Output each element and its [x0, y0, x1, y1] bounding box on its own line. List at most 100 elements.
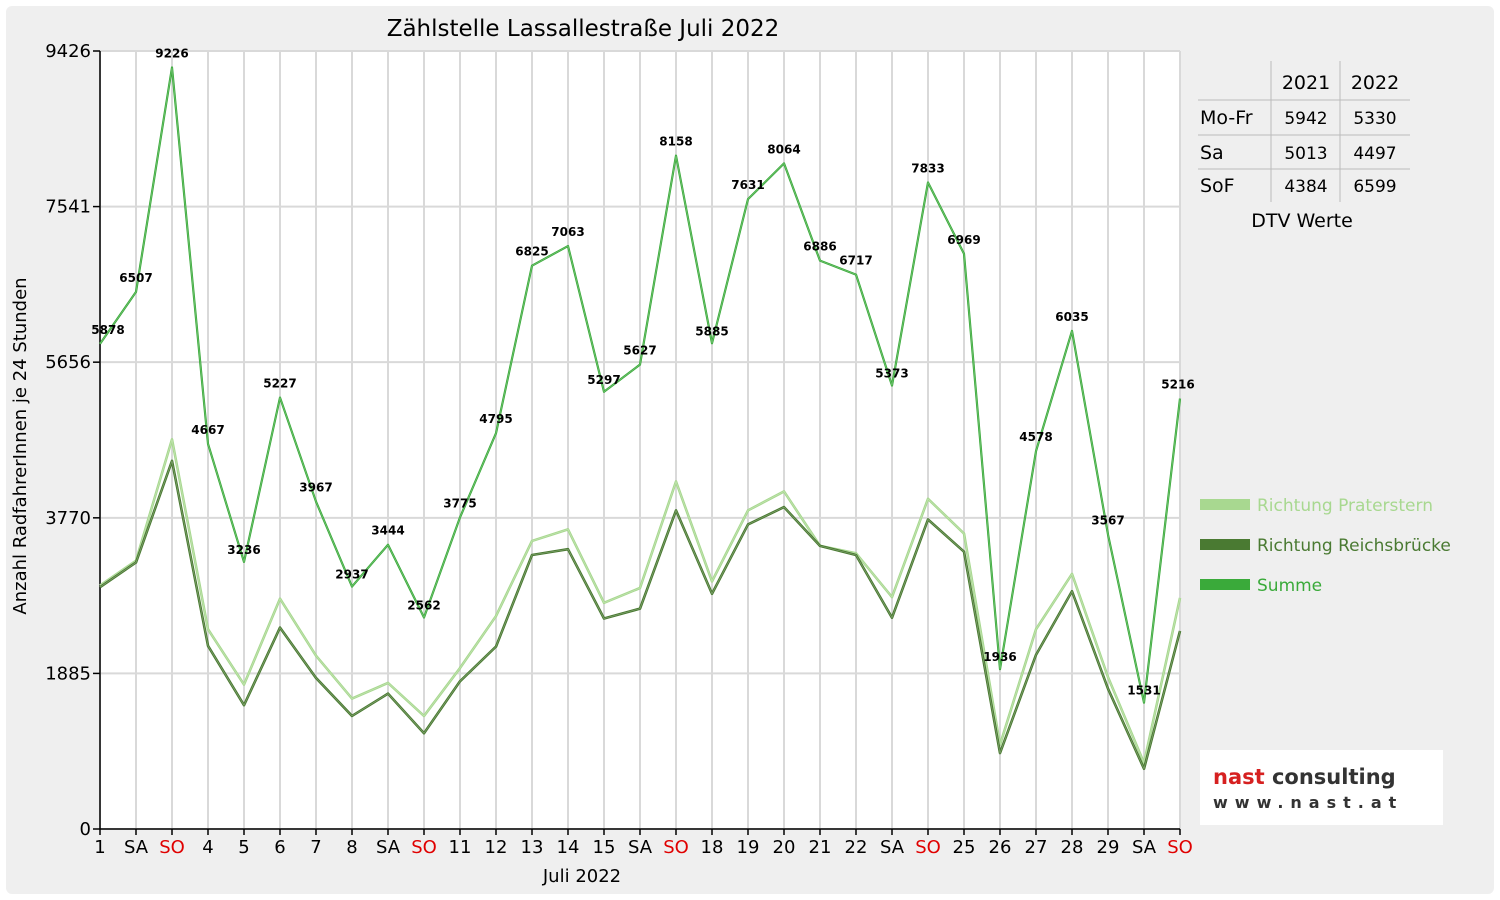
series-lines — [99, 66, 1182, 771]
x-axis-ticks: 1 SA SO 4 5 6 7 8 SA SO 11 12 13 14 15 SA SO 18 19 20 21 22 SA… — [94, 829, 1193, 858]
x-tick-label: 4 — [202, 837, 213, 858]
data-label: 6507 — [119, 271, 152, 285]
series-line-1 — [99, 459, 1182, 771]
x-tick-label-sunday: SO — [159, 837, 185, 858]
grid-lines — [99, 50, 1181, 830]
series-line-highlight — [99, 459, 1181, 770]
x-tick-label: 12 — [485, 837, 508, 858]
legend: Richtung Praterstern Richtung Reichsbrück… — [1200, 496, 1451, 596]
x-tick-label: 18 — [701, 837, 724, 858]
data-label: 4578 — [1019, 430, 1052, 444]
data-label: 3567 — [1091, 514, 1124, 528]
data-label: 2562 — [407, 599, 440, 613]
data-label: 4795 — [479, 412, 512, 426]
dtv-cell: 5942 — [1284, 109, 1327, 129]
dtv-caption: DTV Werte — [1251, 210, 1353, 232]
legend-label: Summe — [1257, 576, 1322, 596]
line-chart: Zählstelle Lassallestraße Juli 2022 0188… — [10, 16, 1451, 887]
data-label: 8064 — [767, 142, 800, 156]
nast-consulting-logo: nast consulting www.nast.at — [1200, 750, 1443, 825]
x-tick-label: 7 — [310, 837, 321, 858]
legend-label: Richtung Praterstern — [1257, 496, 1433, 516]
x-tick-label-sunday: SO — [411, 837, 437, 858]
data-label: 3444 — [371, 524, 404, 538]
x-tick-label: 6 — [274, 837, 285, 858]
data-label: 7063 — [551, 225, 584, 239]
dtv-col-2021: 2021 — [1282, 72, 1330, 94]
x-tick-label: 21 — [809, 837, 832, 858]
data-label: 5216 — [1161, 377, 1194, 391]
x-tick-label: 26 — [989, 837, 1012, 858]
y-tick-label: 7541 — [45, 197, 91, 218]
x-tick-label-sunday: SO — [663, 837, 689, 858]
data-label: 6717 — [839, 254, 872, 268]
data-label: 5297 — [587, 373, 620, 387]
chart-frame: Zählstelle Lassallestraße Juli 2022 0 188… — [6, 6, 1494, 894]
data-label: 5227 — [263, 377, 296, 391]
data-label: 4667 — [191, 423, 224, 437]
series-line-highlight — [99, 67, 1181, 703]
dtv-cell: 6599 — [1353, 177, 1396, 197]
x-tick-label: 13 — [521, 837, 544, 858]
dtv-cell: 5013 — [1284, 144, 1327, 164]
x-tick-label-sunday: SO — [915, 837, 941, 858]
legend-swatch — [1200, 499, 1250, 510]
legend-label: Richtung Reichsbrücke — [1257, 536, 1451, 556]
x-tick-label: 5 — [238, 837, 249, 858]
x-tick-label: 19 — [737, 837, 760, 858]
data-label: 1936 — [983, 650, 1016, 664]
data-label: 3967 — [299, 481, 332, 495]
data-label: 7833 — [911, 161, 944, 175]
data-label: 6825 — [515, 245, 548, 259]
series-line-highlight — [99, 439, 1181, 764]
dtv-row-label: Sa — [1200, 142, 1224, 164]
x-tick-label: 27 — [1025, 837, 1048, 858]
y-tick-label: 3770 — [45, 508, 91, 529]
dtv-row-label: Mo-Fr — [1200, 107, 1253, 129]
data-label: 1531 — [1127, 684, 1160, 698]
logo-wordmark: nast consulting — [1213, 765, 1396, 789]
x-tick-label: SA — [1132, 837, 1157, 858]
data-label: 3236 — [227, 543, 260, 557]
x-tick-label: 28 — [1061, 837, 1084, 858]
dtv-cell: 5330 — [1353, 109, 1396, 129]
series-line-0 — [99, 438, 1182, 765]
dtv-cell: 4384 — [1284, 177, 1327, 197]
x-tick-label: 11 — [449, 837, 472, 858]
y-tick-label: 5656 — [45, 352, 91, 373]
chart-title: Zählstelle Lassallestraße Juli 2022 — [387, 16, 780, 42]
data-label: 3775 — [443, 496, 476, 510]
x-tick-label: SA — [880, 837, 905, 858]
x-tick-label: SA — [376, 837, 401, 858]
data-label: 6886 — [803, 240, 836, 254]
x-tick-label-sunday: SO — [1167, 837, 1193, 858]
x-tick-label: 15 — [593, 837, 616, 858]
data-label: 7631 — [731, 178, 764, 192]
data-label: 8158 — [659, 135, 692, 149]
y-tick-label: 9426 — [45, 41, 91, 62]
x-tick-label: 8 — [346, 837, 357, 858]
dtv-table: 2021 2022 Mo-Fr 5942 5330 Sa 5013 4497 S… — [1198, 61, 1410, 232]
legend-swatch — [1200, 539, 1250, 550]
data-label: 5885 — [695, 324, 728, 338]
x-tick-label: 20 — [773, 837, 796, 858]
data-label: 6035 — [1055, 310, 1088, 324]
series-line-2 — [99, 66, 1182, 704]
x-tick-label: 25 — [953, 837, 976, 858]
x-tick-label: SA — [124, 837, 149, 858]
data-label: 2937 — [335, 568, 368, 582]
y-tick-label: 0 — [80, 819, 91, 840]
data-label: 9226 — [155, 47, 188, 61]
x-tick-label: 1 — [94, 837, 105, 858]
data-labels: 5878 6507 9226 4667 3236 5227 3967 2937 3444 2562… — [91, 47, 1194, 698]
x-tick-label: 14 — [557, 837, 580, 858]
y-axis-ticks: 0 1885 3770 5656 7541 9426 — [45, 41, 100, 840]
x-tick-label: 29 — [1097, 837, 1120, 858]
data-label: 5373 — [875, 367, 908, 381]
dtv-col-2022: 2022 — [1351, 72, 1399, 94]
x-axis-label: Juli 2022 — [542, 866, 621, 887]
dtv-row-label: SoF — [1200, 175, 1235, 197]
dtv-cell: 4497 — [1353, 144, 1396, 164]
x-tick-label: SA — [628, 837, 653, 858]
data-label: 6969 — [947, 233, 980, 247]
